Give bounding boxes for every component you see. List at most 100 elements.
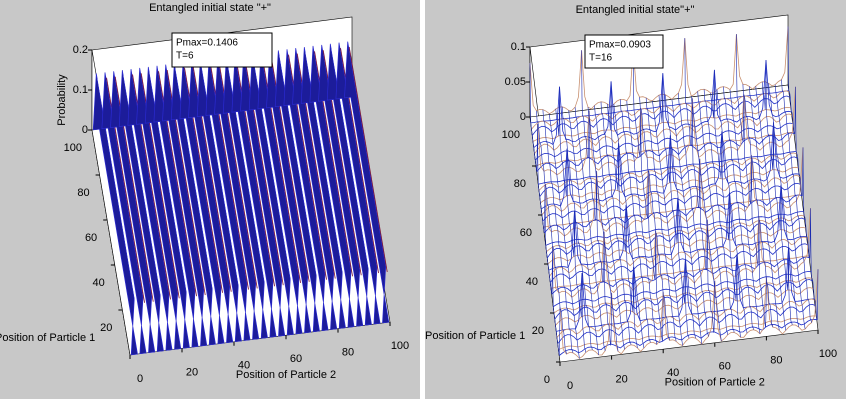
- annotation: T=6: [176, 51, 194, 62]
- annotation-box: [584, 34, 664, 69]
- surface-line: [529, 63, 561, 356]
- surface-line: [678, 93, 709, 337]
- surface-line: [645, 97, 677, 342]
- y-tick-label: 60: [520, 227, 532, 239]
- surface-line: [600, 101, 632, 345]
- z-tick-label: 0.1: [73, 84, 88, 96]
- z-tick-label: 0.1: [511, 41, 526, 53]
- y-axis-label: Position of Particle 1: [425, 330, 525, 342]
- surface-line: [768, 83, 799, 328]
- surface-ridge: [188, 61, 234, 344]
- surface-line: [607, 81, 638, 348]
- x-tick-label: 60: [290, 353, 302, 365]
- panel: Entangled initial state"+" Pmax=0.0903 T=1…: [425, 4, 837, 392]
- surface-ridge: [92, 73, 138, 356]
- surface-ridge: [170, 63, 216, 346]
- z-tick-label: 0: [82, 124, 88, 136]
- surface-line: [587, 107, 619, 352]
- panel: Entangled initial state "+" Pmax=0.1406 T=…: [0, 2, 409, 385]
- y-tick-label: 40: [93, 277, 105, 289]
- surface-line: [568, 110, 599, 355]
- surface-ridge: [326, 43, 372, 326]
- surface-ridge: [292, 48, 338, 330]
- x-axis-label: Position of Particle 2: [665, 377, 765, 389]
- annotation: Pmax=0.1406: [176, 38, 238, 49]
- surface-ridge: [274, 50, 320, 333]
- surface-line: [639, 97, 670, 341]
- y-axis-label: Position of Particle 1: [0, 332, 95, 344]
- y-tick-label: 80: [514, 178, 526, 190]
- surface-ridge: [110, 71, 156, 353]
- y-tick-label: 0: [544, 374, 550, 386]
- surface-line: [691, 96, 722, 341]
- surface-ridge: [300, 47, 346, 329]
- surface-ridge: [344, 41, 390, 324]
- surface-line: [761, 60, 793, 325]
- surface-line: [716, 89, 748, 334]
- surface-line: [652, 100, 683, 346]
- surface-line: [620, 99, 651, 343]
- z-tick-label: 0.2: [73, 44, 88, 56]
- x-tick-label: 0: [137, 373, 143, 385]
- surface-line: [742, 84, 774, 328]
- surface-line: [549, 113, 580, 359]
- surface-ridge: [335, 42, 381, 325]
- annotation-box: [171, 32, 273, 68]
- surface-ridge: [101, 72, 147, 355]
- surface-line: [626, 100, 658, 345]
- surface-line: [658, 73, 690, 339]
- x-tick-label: 80: [342, 347, 354, 359]
- annotation: T=16: [589, 53, 613, 64]
- annotation: Pmax=0.0903: [589, 40, 651, 51]
- surface-line: [555, 86, 587, 353]
- x-tick-label: 60: [719, 361, 731, 373]
- surface-ridge: [179, 62, 225, 345]
- x-tick-label: 40: [667, 367, 679, 379]
- x-axis-label: Position of Particle 2: [236, 369, 336, 381]
- surface-ridge: [205, 59, 251, 341]
- surface-line: [594, 105, 625, 350]
- surface-ridge: [240, 54, 286, 337]
- surface-line: [542, 109, 574, 353]
- surface-ridge: [196, 60, 242, 342]
- x-tick-label: 80: [770, 354, 782, 366]
- y-tick-label: 40: [526, 276, 538, 288]
- surface-line: [749, 86, 780, 331]
- surface-ridge: [214, 58, 260, 340]
- x-tick-label: 20: [186, 366, 198, 378]
- y-tick-label: 20: [532, 325, 544, 337]
- surface-ridge: [231, 55, 277, 338]
- surface-ridge: [153, 65, 199, 348]
- surface-line: [787, 26, 819, 321]
- surface-line: [736, 34, 767, 328]
- x-tick-label: 20: [615, 374, 627, 386]
- surface-line: [684, 38, 716, 333]
- x-tick-label: 0: [567, 380, 573, 392]
- surface-ridge: [144, 66, 190, 349]
- surface-line: [729, 89, 761, 334]
- surface-line: [755, 86, 787, 331]
- surface-ridge: [266, 51, 312, 334]
- chart-title: Entangled initial state"+": [576, 4, 695, 16]
- surface-line: [581, 50, 612, 346]
- chart-title: Entangled initial state "+": [149, 2, 271, 14]
- surface-line: [781, 79, 812, 323]
- surface-line: [348, 46, 388, 273]
- surface-line: [774, 84, 806, 330]
- surface-ridge: [309, 45, 355, 328]
- y-tick-label: 100: [64, 142, 82, 154]
- surface-ridge: [136, 67, 182, 350]
- surface-ridge: [127, 69, 173, 351]
- x-tick-label: 100: [391, 340, 409, 352]
- y-tick-label: 80: [77, 187, 89, 199]
- surface-ridge: [162, 64, 208, 347]
- surface-line: [723, 86, 754, 330]
- y-tick-label: 20: [100, 322, 112, 334]
- z-axis-label: Probability: [56, 74, 68, 126]
- surface-line: [562, 106, 593, 350]
- x-tick-label: 40: [238, 360, 250, 372]
- x-tick-label: 100: [819, 348, 837, 360]
- z-tick-label: 0.05: [505, 76, 526, 88]
